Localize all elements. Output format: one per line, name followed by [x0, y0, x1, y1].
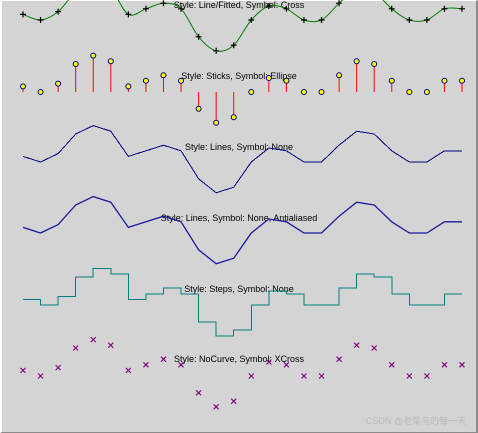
- cross-symbol-15: [283, 5, 290, 12]
- xcross-symbol-9: [178, 361, 184, 368]
- xcross-symbol-4: [90, 336, 97, 343]
- lines-curve-3: [22, 125, 462, 194]
- ellipse-symbol-24: [441, 77, 448, 84]
- cross-symbol-24: [441, 5, 448, 12]
- ellipse-symbol-17: [318, 89, 325, 95]
- xcross-symbol-8: [160, 356, 167, 363]
- ellipse-symbol-16: [300, 89, 307, 95]
- xcross-symbol-7: [143, 361, 149, 368]
- ellipse-symbol-15: [283, 77, 290, 84]
- cross-symbol-21: [388, 5, 395, 12]
- steps-curve-line: [23, 268, 462, 337]
- xcross-symbol-10: [195, 389, 202, 396]
- ellipse-symbol-13: [248, 89, 255, 95]
- cross-symbol-17: [318, 17, 325, 23]
- panel-title-4: Style: Lines, Symbol: None, Antialiased: [161, 213, 318, 223]
- xcross-symbol-12: [230, 398, 237, 405]
- xcross-symbol-24: [441, 361, 448, 368]
- xcross-symbol-25: [459, 361, 465, 368]
- xcross-symbol-1: [37, 373, 44, 379]
- ellipse-symbol-3: [72, 61, 79, 67]
- cross-symbol-2: [55, 8, 62, 15]
- watermark-text: CSDN @老菜鸟的每一天: [366, 415, 466, 426]
- cross-symbol-9: [178, 5, 185, 12]
- ellipse-symbol-0: [20, 83, 26, 90]
- xcross-symbol-21: [388, 361, 395, 368]
- fitted-curve-line: [22, 0, 463, 52]
- xcross-symbol-0: [20, 367, 26, 374]
- ellipse-symbol-4: [90, 52, 97, 59]
- xcross-symbol-2: [55, 364, 62, 371]
- xcross-symbol-13: [248, 373, 255, 379]
- ellipse-symbol-1: [37, 89, 44, 95]
- ellipse-symbol-11: [213, 119, 220, 126]
- cross-symbol-10: [195, 33, 202, 40]
- cross-symbol-22: [406, 17, 413, 23]
- xcross-symbol-3: [72, 345, 79, 351]
- xcross-symbol-18: [336, 356, 342, 363]
- cross-symbol-18: [336, 0, 343, 7]
- xcross-symbol-14: [265, 359, 272, 365]
- xcross-symbol-11: [213, 403, 220, 410]
- ellipse-symbol-18: [336, 72, 343, 79]
- panel-title-2: Style: Sticks, Symbol: Ellipse: [181, 71, 297, 81]
- cross-symbol-7: [142, 5, 149, 12]
- panel-title-1: Style: Line/Fitted, Symbol: Cross: [174, 0, 305, 10]
- cross-symbol-6: [125, 11, 132, 18]
- cross-symbol-14: [265, 3, 272, 9]
- lines-curve-4: [22, 195, 462, 265]
- ellipse-symbol-5: [107, 58, 114, 65]
- xcross-symbol-16: [301, 373, 307, 379]
- xcross-symbol-20: [371, 345, 378, 351]
- ellipse-symbol-7: [142, 77, 149, 84]
- ellipse-symbol-2: [55, 80, 62, 87]
- panel-title-5: Style: Steps, Symbol: None: [184, 284, 294, 294]
- ellipse-symbol-6: [125, 83, 132, 90]
- cross-symbol-11: [213, 47, 220, 54]
- panel-title-3: Style: Lines, Symbol: None: [185, 142, 293, 152]
- ellipse-symbol-12: [230, 114, 237, 121]
- ellipse-symbol-8: [160, 72, 167, 79]
- xcross-symbol-15: [283, 361, 290, 368]
- cross-symbol-1: [37, 17, 44, 23]
- cross-symbol-13: [248, 17, 255, 23]
- ellipse-symbol-25: [459, 77, 465, 84]
- cross-symbol-12: [230, 42, 237, 49]
- cross-symbol-25: [459, 5, 465, 12]
- xcross-symbol-22: [406, 373, 413, 379]
- ellipse-symbol-14: [265, 75, 272, 81]
- cross-symbol-0: [20, 11, 26, 18]
- xcross-symbol-6: [125, 367, 132, 374]
- xcross-symbol-17: [318, 373, 325, 379]
- ellipse-symbol-10: [195, 105, 202, 112]
- ellipse-symbol-21: [388, 77, 395, 84]
- xcross-symbol-5: [107, 342, 114, 349]
- cross-symbol-16: [300, 17, 307, 23]
- ellipse-symbol-19: [353, 58, 360, 65]
- ellipse-symbol-23: [423, 89, 430, 95]
- ellipse-symbol-22: [406, 89, 413, 95]
- ellipse-symbol-20: [371, 61, 378, 67]
- xcross-symbol-23: [423, 373, 430, 379]
- ellipse-symbol-9: [178, 77, 185, 84]
- cross-symbol-23: [423, 17, 430, 23]
- xcross-symbol-19: [353, 342, 360, 349]
- cross-symbol-8: [160, 0, 167, 7]
- panel-title-6: Style: NoCurve, Symbol: XCross: [174, 354, 305, 364]
